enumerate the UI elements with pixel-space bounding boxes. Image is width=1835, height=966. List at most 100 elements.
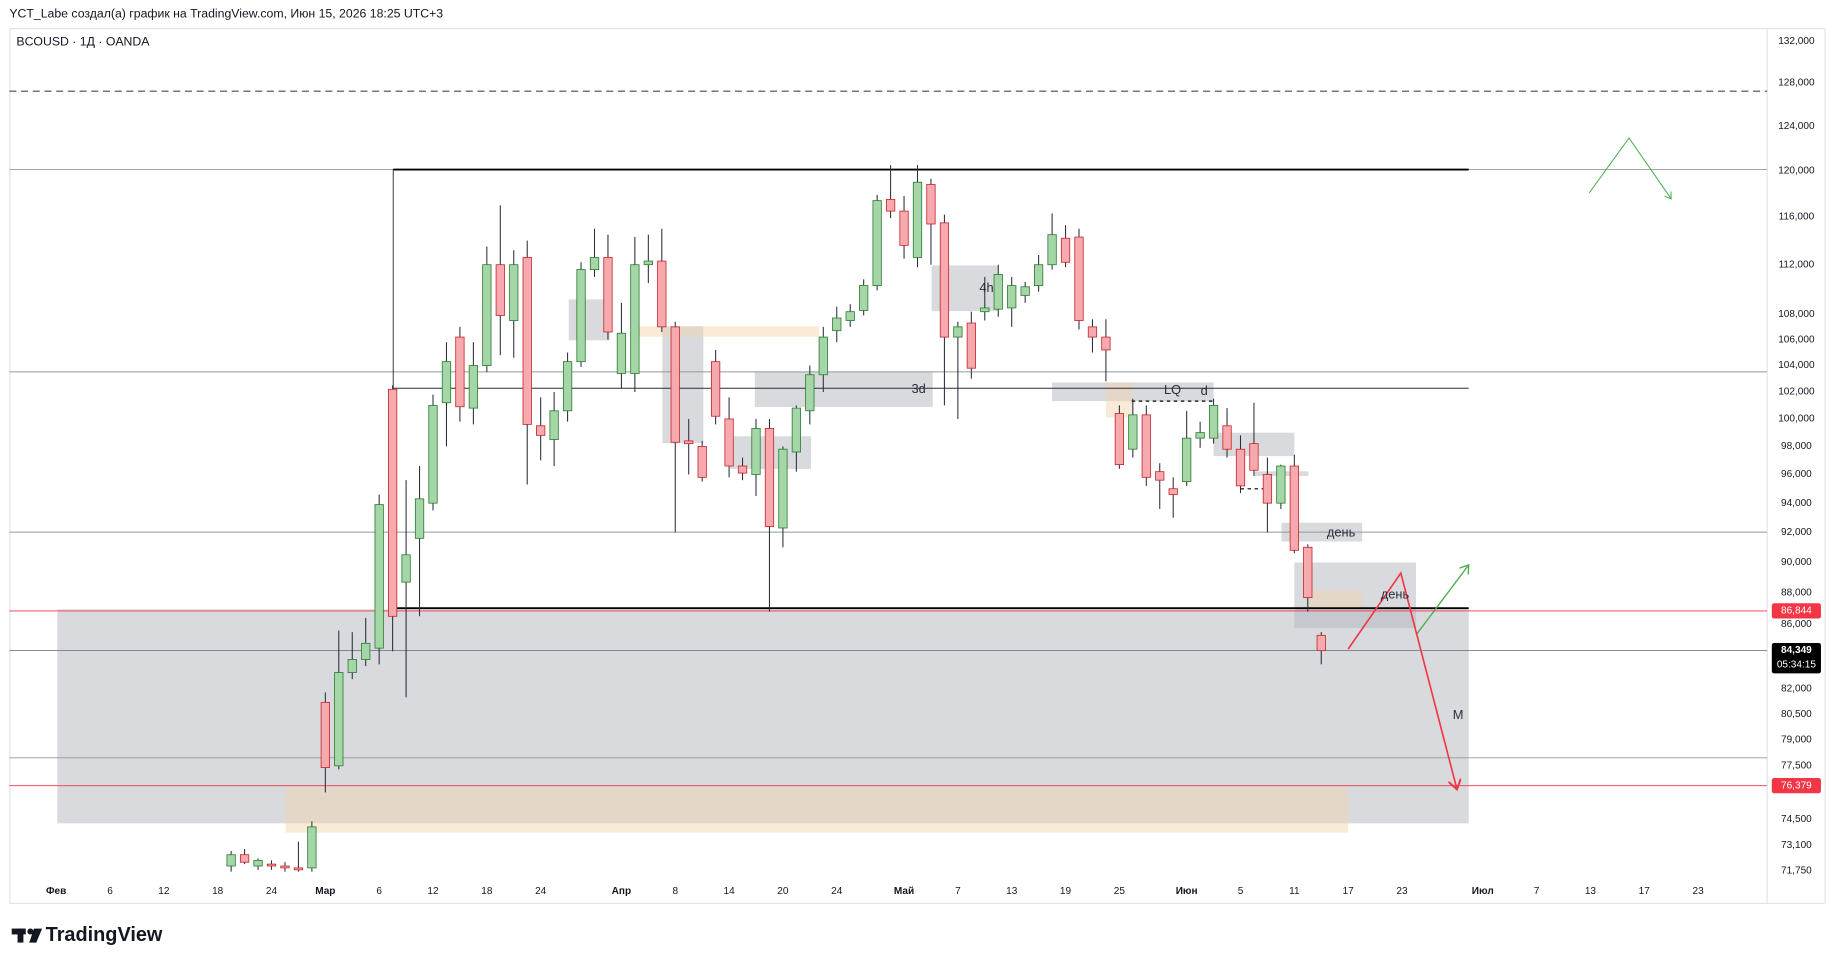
- countdown-label: 05:34:15: [1777, 659, 1817, 670]
- x-tick-label: 17: [1639, 886, 1651, 897]
- candle-body: [1303, 546, 1313, 598]
- chart-frame: [9, 28, 1826, 905]
- candle-body: [791, 407, 801, 453]
- candle-body: [1235, 448, 1246, 487]
- x-tick-label: 19: [1060, 886, 1072, 897]
- annotation: M: [1453, 707, 1464, 722]
- candle-body: [603, 257, 613, 333]
- x-tick-label: 12: [158, 886, 170, 897]
- x-tick-label: 11: [1289, 886, 1300, 897]
- last-price-label: 84,349: [1781, 645, 1812, 656]
- candle-body: [347, 659, 357, 673]
- projection-arrow: [1347, 571, 1457, 789]
- y-tick-label: 73,100: [1781, 840, 1812, 851]
- candle-body: [657, 260, 667, 328]
- candle-body: [1182, 437, 1192, 483]
- candle-body: [414, 498, 425, 539]
- candle-body: [1087, 326, 1098, 338]
- y-tick-label: 132,000: [1778, 36, 1815, 47]
- candle-body: [1114, 413, 1124, 466]
- candle-body: [872, 200, 882, 286]
- x-tick-label: 14: [723, 886, 735, 897]
- x-tick-label: 6: [376, 886, 382, 897]
- y-tick-label: 86,000: [1781, 619, 1812, 630]
- candle-body: [724, 418, 734, 467]
- candle-body: [764, 428, 775, 527]
- zone-box: [1052, 382, 1214, 402]
- x-tick-label: 25: [1114, 886, 1126, 897]
- candle-body: [1195, 432, 1205, 439]
- candle-body: [562, 361, 573, 412]
- y-tick-label: 128,000: [1778, 78, 1815, 89]
- y-tick-label: 96,000: [1781, 469, 1812, 480]
- candle-body: [1276, 465, 1286, 504]
- logo-mark: [29, 928, 43, 943]
- candle-body: [885, 199, 896, 212]
- y-tick-label: 74,500: [1781, 814, 1812, 825]
- y-tick-label: 79,000: [1781, 734, 1812, 745]
- y-tick-label: 106,000: [1778, 334, 1815, 345]
- x-tick-label: 24: [831, 886, 843, 897]
- y-tick-label: 124,000: [1778, 121, 1815, 132]
- y-tick-label: 88,000: [1781, 588, 1812, 599]
- candle-body: [320, 701, 330, 768]
- candle-body: [401, 554, 411, 583]
- candle-body: [307, 826, 317, 869]
- candle-body: [495, 264, 505, 316]
- candle-body: [1316, 634, 1326, 651]
- candle-body: [509, 264, 519, 321]
- x-tick-label: Июл: [1472, 886, 1494, 897]
- price-label-bg: [1771, 603, 1821, 619]
- candle-body: [818, 336, 828, 376]
- candle-body: [441, 361, 452, 404]
- x-tick-label: 17: [1343, 886, 1355, 897]
- candle-body: [939, 222, 950, 338]
- zone-box: [662, 326, 704, 444]
- candle-body: [1208, 404, 1219, 439]
- candle-body: [953, 326, 963, 338]
- x-tick-label: 7: [1534, 886, 1540, 897]
- candle-body: [912, 181, 923, 258]
- candle-body: [468, 365, 479, 409]
- zone-box: [635, 326, 820, 337]
- candle-body: [1155, 471, 1165, 481]
- candle-body: [253, 859, 263, 867]
- zone-box: [1294, 562, 1417, 629]
- candle-body: [1262, 474, 1273, 504]
- candle-body: [899, 210, 909, 246]
- y-tick-label: 77,500: [1781, 760, 1812, 771]
- candle-body: [845, 311, 855, 321]
- header-caption: YCT_Labe создал(а) график на TradingView…: [9, 6, 443, 20]
- candle-body: [1047, 234, 1057, 266]
- candle-body: [334, 672, 344, 767]
- y-tick-label: 92,000: [1781, 527, 1812, 538]
- x-tick-label: 23: [1692, 886, 1704, 897]
- candle-body: [616, 332, 627, 374]
- candle-body: [549, 410, 559, 440]
- candle-body: [1141, 414, 1151, 478]
- candle-body: [1128, 414, 1138, 450]
- candle-body: [670, 326, 680, 443]
- y-tick-label: 116,000: [1779, 212, 1815, 223]
- x-tick-label: 13: [1585, 886, 1597, 897]
- y-tick-label: 71,750: [1781, 865, 1812, 876]
- candle-body: [1101, 336, 1111, 351]
- y-tick-label: 100,000: [1778, 414, 1815, 425]
- x-tick-label: 8: [672, 886, 678, 897]
- logo-text: TradingView: [46, 924, 163, 946]
- candle-body: [697, 446, 707, 478]
- candle-body: [805, 374, 815, 412]
- price-label: 86,844: [1781, 606, 1812, 617]
- y-tick-label: 98,000: [1781, 441, 1812, 452]
- x-tick-label: Май: [894, 886, 914, 897]
- candle-body: [711, 361, 721, 417]
- x-tick-label: 23: [1396, 886, 1408, 897]
- candle-body: [293, 867, 304, 871]
- x-tick-label: 18: [481, 886, 493, 897]
- price-label-bg: [1771, 778, 1821, 794]
- candle-body: [1074, 236, 1084, 321]
- annotation: 4h: [979, 280, 993, 295]
- candle-body: [239, 854, 250, 863]
